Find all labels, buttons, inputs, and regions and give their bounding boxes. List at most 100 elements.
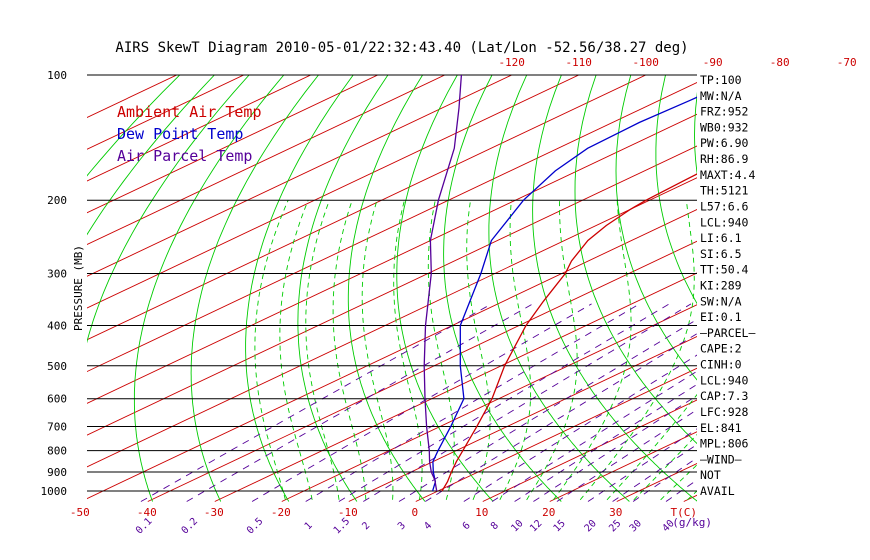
bottom-temp-tick-label: 30 (609, 506, 622, 519)
legend: Ambient Air Temp Dew Point Temp Air Parcel… (117, 103, 262, 165)
mixing-ratio-line (463, 354, 697, 502)
mixing-ratio-label: 0.1 (134, 516, 155, 537)
bottom-temperature-tick-labels: -50 -40 -30 -20 -10 0 10 20 30 (70, 506, 623, 519)
index-item: LI:6.1 (700, 231, 742, 245)
pressure-tick-label: 300 (47, 267, 67, 280)
isotherm (87, 145, 697, 436)
dry-adiabat (655, 75, 697, 305)
pressure-tick-label: 700 (47, 421, 67, 434)
isotherm (87, 81, 697, 373)
mixing-ratio-label: 12 (528, 518, 544, 534)
mixing-ratio-label: 10 (509, 518, 525, 534)
isotherm (482, 399, 697, 502)
mixing-ratio-line (251, 303, 592, 502)
dry-adiabat (297, 75, 389, 502)
mixing-ratio-line (491, 370, 697, 502)
isotherm (87, 75, 513, 277)
mixing-ratio-label: 3 (396, 520, 408, 532)
index-item: —PARCEL— (700, 326, 755, 340)
isobars (87, 74, 697, 492)
bottom-temp-tick-label: -10 (338, 506, 358, 519)
moist-adiabat (633, 433, 697, 501)
mixing-ratio-labels: 0.1 0.2 0.5 1 1.5 2 3 4 6 8 10 12 15 20 25 30 40 (134, 516, 677, 537)
bottom-temp-tick-label: -30 (204, 506, 224, 519)
top-temp-tick-label: -110 (565, 56, 592, 69)
legend-entry: Air Parcel Temp (117, 147, 252, 165)
index-item: SW:N/A (700, 294, 742, 308)
bottom-temp-tick-label: 10 (475, 506, 488, 519)
index-item: RH:86.9 (700, 152, 749, 166)
isotherm (87, 75, 580, 309)
index-item: —WIND— (700, 452, 742, 466)
index-item: CINH:0 (700, 358, 742, 372)
top-temp-tick-label: -90 (703, 56, 723, 69)
isotherm (415, 367, 697, 502)
moist-adiabat (499, 200, 532, 501)
series-line-ambient-air-temp (441, 173, 697, 492)
mixing-ratio-label: 1.5 (332, 516, 353, 537)
mixing-ratio-line (140, 303, 492, 502)
mixing-ratio-line (338, 303, 670, 502)
mixing-ratio-label: 25 (607, 518, 623, 534)
dry-adiabat (347, 75, 426, 502)
top-temperature-tick-labels: -120-110-100-90-80-70-60-50-40 (498, 56, 857, 69)
index-item: MW:N/A (700, 89, 742, 103)
dry-adiabat (615, 75, 697, 381)
moist-adiabat (427, 200, 455, 500)
mixing-ratio-label: 8 (489, 520, 501, 532)
top-temp-tick-label: -70 (837, 56, 857, 69)
pressure-tick-label: 600 (47, 393, 67, 406)
moist-adiabat (254, 200, 289, 500)
isotherm (147, 240, 697, 502)
index-item: TH:5121 (700, 184, 749, 198)
temp-axis-unit-label: T(C) (671, 506, 698, 519)
pressure-tick-label: 800 (47, 445, 67, 458)
isotherm (87, 75, 245, 150)
mixing-ratio-line (556, 409, 697, 502)
moist-adiabat (526, 200, 578, 501)
mixing-ratio-label: 1 (303, 520, 315, 532)
mixing-ratio-label: 0.5 (245, 516, 266, 537)
index-item: LCL:940 (700, 373, 749, 387)
dry-adiabat (574, 75, 697, 445)
mixing-ratio-label: 0.2 (180, 516, 201, 537)
top-temp-tick-label: -80 (770, 56, 790, 69)
series-line-air-parcel-temp (423, 75, 463, 492)
isotherm (87, 177, 697, 468)
y-axis-label: PRESSURE (MB) (72, 245, 85, 331)
index-item: EL:841 (700, 421, 742, 435)
mixing-ratio-line (425, 333, 697, 502)
isotherm (348, 335, 697, 502)
moist-adiabat (332, 200, 367, 500)
bottom-temp-tick-label: -20 (271, 506, 291, 519)
bottom-temp-tick-label: 20 (542, 506, 555, 519)
mixing-ratio-line (533, 395, 697, 502)
index-item: MPL:806 (700, 437, 749, 451)
index-item: LFC:928 (700, 405, 749, 419)
index-item: WB0:932 (700, 120, 748, 134)
dry-adiabat (732, 75, 870, 502)
isotherm (281, 304, 697, 502)
legend-entry: Ambient Air Temp (117, 103, 262, 121)
series-line-dew-point-temp (431, 96, 697, 492)
dry-adiabat (532, 75, 697, 502)
dry-adiabat (839, 75, 870, 502)
index-item: TP:100 (700, 73, 742, 87)
index-item: CAP:7.3 (700, 389, 749, 403)
dry-adiabat (804, 75, 870, 502)
mixing-ratio-line (186, 303, 534, 502)
mixing-ratio-label: 20 (583, 518, 599, 534)
index-item: TT:50.4 (700, 263, 749, 277)
index-item: LCL:940 (700, 215, 749, 229)
mixing-ratio-line (305, 303, 640, 502)
moist-adiabat (361, 200, 394, 500)
mixing-ratio-label: 2 (360, 520, 372, 532)
mixing-ratio-label: 6 (461, 520, 473, 532)
moist-adiabat (466, 200, 491, 501)
top-temp-tick-label: -100 (632, 56, 659, 69)
mixing-ratio-label: 15 (552, 518, 568, 534)
moist-adiabat (553, 200, 632, 501)
bottom-temp-tick-label: -40 (137, 506, 157, 519)
dry-adiabat (769, 75, 870, 502)
